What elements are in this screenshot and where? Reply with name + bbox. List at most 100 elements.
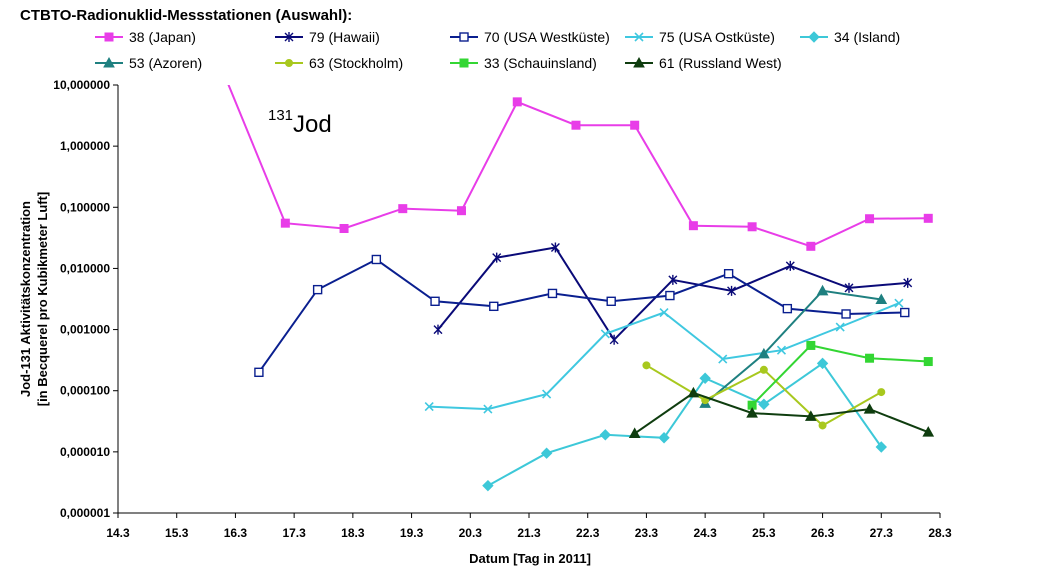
legend-marker: [459, 32, 469, 42]
legend-marker: [634, 32, 644, 42]
y-axis: 0,000001 0,000010 0,000100 0,001000 0,010000…: [53, 78, 118, 520]
data-point: [628, 427, 641, 438]
x-tick-label: 27.3: [870, 526, 894, 540]
data-point: [747, 222, 757, 232]
y-tick-label: 0,100000: [60, 200, 110, 214]
x-axis: 14.3 15.3 16.3 17.3 18.3 19.3 20.3 21.3 22.3 23.3…: [106, 513, 952, 540]
series-line: [258, 258, 905, 373]
data-point: [606, 296, 616, 306]
legend-label: 79 (Hawaii): [309, 29, 380, 45]
data-point: [816, 284, 829, 296]
x-tick-label: 20.3: [459, 526, 483, 540]
data-point: [865, 353, 875, 363]
legend-item: 79 (Hawaii): [275, 29, 380, 45]
x-axis-label: Datum [Tag in 2011]: [469, 551, 591, 566]
data-point: [903, 277, 913, 288]
data-point: [665, 290, 675, 301]
data-point: [841, 309, 851, 319]
chart-title: CTBTO-Radionuklid-Messstationen (Auswahl…: [20, 7, 352, 24]
x-tick-label: 15.3: [165, 526, 189, 540]
data-point: [758, 347, 770, 359]
data-point: [550, 242, 560, 253]
x-tick-label: 19.3: [400, 526, 424, 540]
data-point: [922, 426, 935, 437]
legend-label: 61 (Russland West): [659, 55, 782, 71]
x-tick-label: 22.3: [576, 526, 600, 540]
data-point: [863, 403, 876, 414]
legend: 38 (Japan) 79 (Hawaii) 70 (USA Westküste) 7…: [95, 29, 900, 71]
legend-item: 53 (Azoren): [95, 55, 202, 71]
annotation-text: Jod: [293, 111, 332, 138]
data-point: [456, 206, 466, 216]
data-point: [254, 367, 264, 378]
x-tick-label: 26.3: [811, 526, 835, 540]
y-tick-label: 0,001000: [60, 323, 110, 337]
x-tick-label: 28.3: [928, 526, 952, 540]
data-point: [877, 388, 886, 397]
legend-label: 75 (USA Ostküste): [659, 29, 775, 45]
series-1: [433, 242, 913, 345]
series-line: [227, 85, 929, 248]
data-point: [688, 221, 698, 231]
series-3: [424, 298, 904, 414]
data-point: [806, 241, 816, 251]
data-point: [312, 284, 323, 295]
data-point: [430, 296, 440, 306]
data-point: [758, 398, 770, 410]
data-point: [398, 204, 408, 214]
data-point: [776, 345, 787, 355]
series-8: [628, 386, 935, 438]
data-point: [718, 354, 728, 364]
data-point: [424, 402, 434, 412]
series-2: [254, 254, 910, 378]
y-tick-label: 0,010000: [60, 261, 110, 275]
x-tick-label: 17.3: [282, 526, 306, 540]
data-point: [571, 120, 581, 130]
data-point: [875, 293, 888, 305]
data-point: [844, 282, 854, 293]
x-tick-label: 14.3: [106, 526, 130, 540]
legend-item: 75 (USA Ostküste): [625, 29, 775, 45]
legend-item: 63 (Stockholm): [275, 55, 403, 71]
series-line: [751, 344, 929, 406]
series-6: [642, 361, 886, 430]
data-point: [433, 324, 443, 335]
legend-marker: [285, 59, 293, 67]
legend-item: 61 (Russland West): [625, 55, 782, 71]
data-point: [630, 120, 640, 130]
legend-item: 70 (USA Westküste): [450, 29, 610, 45]
data-point: [547, 288, 558, 299]
data-point: [687, 386, 700, 398]
data-point: [723, 268, 734, 279]
legend-marker: [808, 31, 820, 43]
y-axis-label-line2: [in Becquerel pro Kubikmeter Luft]: [35, 192, 50, 407]
legend-item: 33 (Schauinsland): [450, 55, 597, 71]
data-point: [865, 214, 875, 224]
y-tick-label: 0,000010: [60, 445, 110, 459]
data-point: [540, 447, 553, 459]
data-point: [923, 213, 933, 223]
y-tick-label: 0,000001: [60, 506, 110, 520]
data-point: [512, 97, 522, 107]
plot-area: [117, 85, 940, 514]
legend-label: 34 (Island): [834, 29, 900, 45]
data-point: [489, 301, 499, 312]
y-axis-label-line1: Jod-131 Aktivitätskonzentration: [18, 201, 33, 397]
y-tick-label: 10,000000: [53, 78, 110, 92]
legend-label: 63 (Stockholm): [309, 55, 403, 71]
data-point: [492, 252, 502, 263]
legend-label: 53 (Azoren): [129, 55, 202, 71]
data-point: [699, 372, 711, 384]
data-point: [482, 479, 494, 492]
x-tick-label: 18.3: [341, 526, 365, 540]
data-point: [782, 303, 793, 314]
data-point: [785, 260, 795, 271]
y-tick-label: 1,000000: [60, 139, 110, 153]
data-point: [818, 421, 827, 430]
legend-label: 70 (USA Westküste): [484, 29, 610, 45]
data-point: [642, 361, 651, 370]
series-line: [634, 391, 929, 435]
legend-item: 34 (Island): [800, 29, 900, 45]
data-point: [280, 218, 290, 228]
data-point: [339, 223, 349, 233]
